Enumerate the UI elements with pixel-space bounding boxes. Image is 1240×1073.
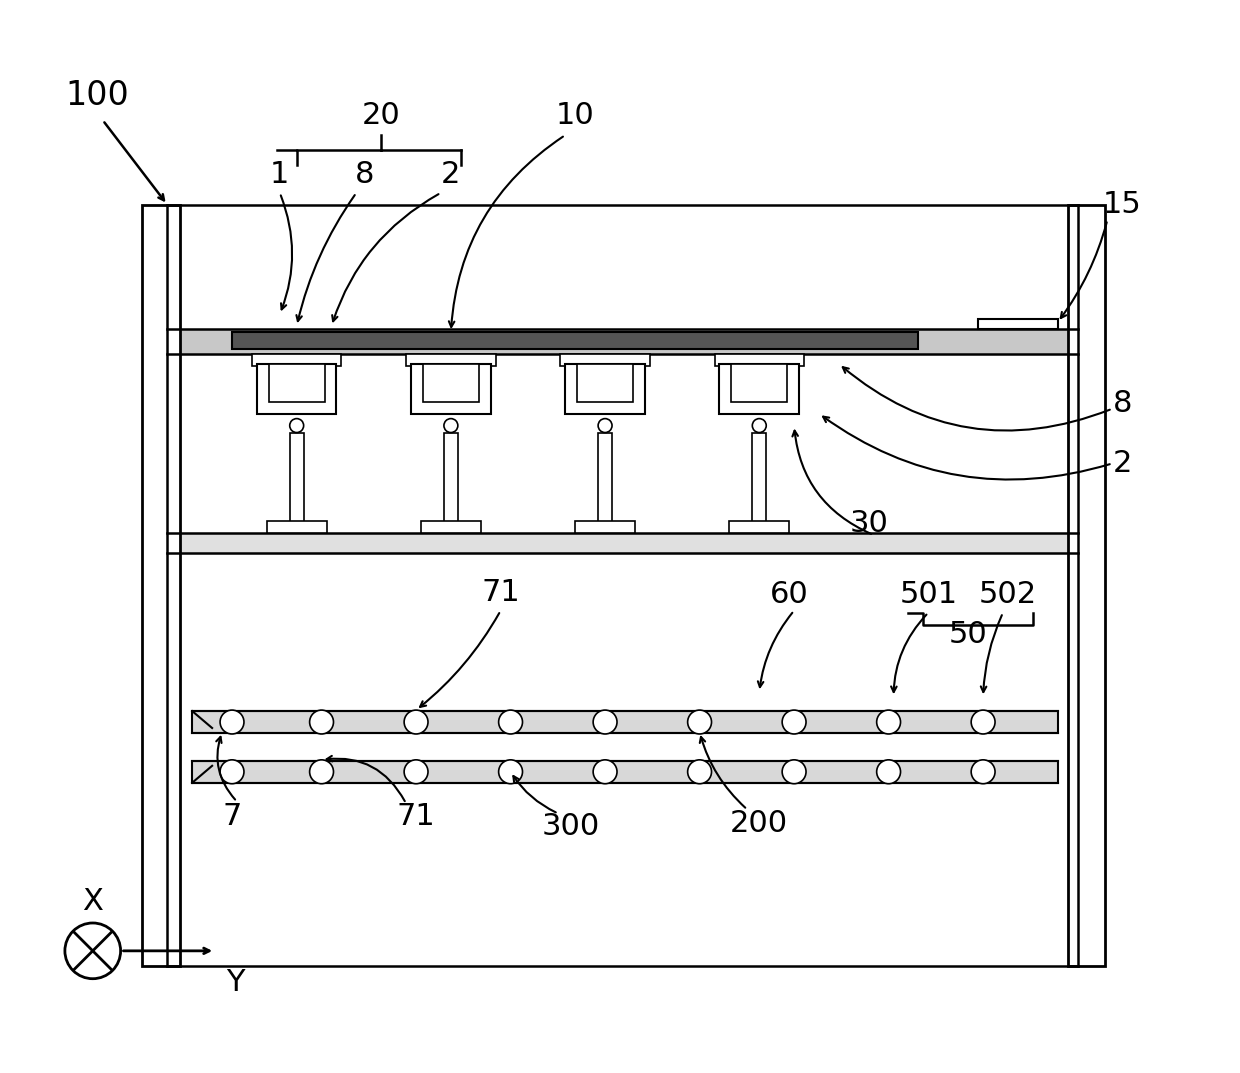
Circle shape xyxy=(971,760,994,783)
Circle shape xyxy=(404,760,428,783)
Bar xyxy=(560,354,650,366)
Circle shape xyxy=(444,418,458,432)
Text: 71: 71 xyxy=(481,578,520,607)
Bar xyxy=(412,364,491,413)
Bar xyxy=(714,354,804,366)
Circle shape xyxy=(219,710,244,734)
Text: 10: 10 xyxy=(556,101,595,130)
Text: 30: 30 xyxy=(849,509,888,538)
Circle shape xyxy=(753,418,766,432)
Bar xyxy=(167,329,1078,354)
Text: 501: 501 xyxy=(899,580,957,609)
Bar xyxy=(407,354,496,366)
Text: 71: 71 xyxy=(397,802,435,832)
Bar xyxy=(578,364,632,401)
Circle shape xyxy=(782,760,806,783)
Bar xyxy=(719,364,799,413)
Text: X: X xyxy=(82,886,103,915)
Circle shape xyxy=(782,710,806,734)
Bar xyxy=(1068,205,1106,966)
Bar xyxy=(978,319,1058,329)
Circle shape xyxy=(310,760,334,783)
Bar xyxy=(565,364,645,413)
Text: Y: Y xyxy=(226,968,244,997)
Bar xyxy=(575,521,635,533)
Text: 100: 100 xyxy=(64,78,129,112)
Circle shape xyxy=(593,710,618,734)
Circle shape xyxy=(498,710,522,734)
Text: 300: 300 xyxy=(541,812,599,841)
Bar xyxy=(598,432,613,533)
Text: 50: 50 xyxy=(949,620,987,649)
Bar xyxy=(167,533,1078,553)
Circle shape xyxy=(290,418,304,432)
Bar xyxy=(192,761,1058,782)
Circle shape xyxy=(971,710,994,734)
Bar xyxy=(423,364,479,401)
Bar xyxy=(753,432,766,533)
Bar xyxy=(257,364,336,413)
Circle shape xyxy=(598,418,613,432)
Text: 2: 2 xyxy=(441,160,460,189)
Circle shape xyxy=(593,760,618,783)
Text: 8: 8 xyxy=(355,160,374,189)
Circle shape xyxy=(404,710,428,734)
Bar xyxy=(290,432,304,533)
Bar xyxy=(252,354,341,366)
Circle shape xyxy=(877,710,900,734)
Text: 2: 2 xyxy=(1112,449,1132,477)
Text: 1: 1 xyxy=(270,160,289,189)
Bar xyxy=(267,521,326,533)
Text: 200: 200 xyxy=(730,809,789,838)
Bar xyxy=(444,432,458,533)
Bar xyxy=(232,332,919,349)
Circle shape xyxy=(688,760,712,783)
Circle shape xyxy=(310,710,334,734)
Bar xyxy=(422,521,481,533)
Text: 20: 20 xyxy=(362,101,401,130)
Text: 15: 15 xyxy=(1102,190,1141,219)
Bar xyxy=(192,711,1058,733)
Bar xyxy=(732,364,787,401)
Text: 7: 7 xyxy=(222,802,242,832)
Circle shape xyxy=(877,760,900,783)
Bar xyxy=(729,521,789,533)
Text: 502: 502 xyxy=(978,580,1037,609)
Bar xyxy=(143,205,180,966)
Text: 60: 60 xyxy=(770,580,808,609)
Bar xyxy=(269,364,325,401)
Text: 8: 8 xyxy=(1112,389,1132,418)
Circle shape xyxy=(498,760,522,783)
Circle shape xyxy=(219,760,244,783)
Circle shape xyxy=(688,710,712,734)
Circle shape xyxy=(64,923,120,979)
